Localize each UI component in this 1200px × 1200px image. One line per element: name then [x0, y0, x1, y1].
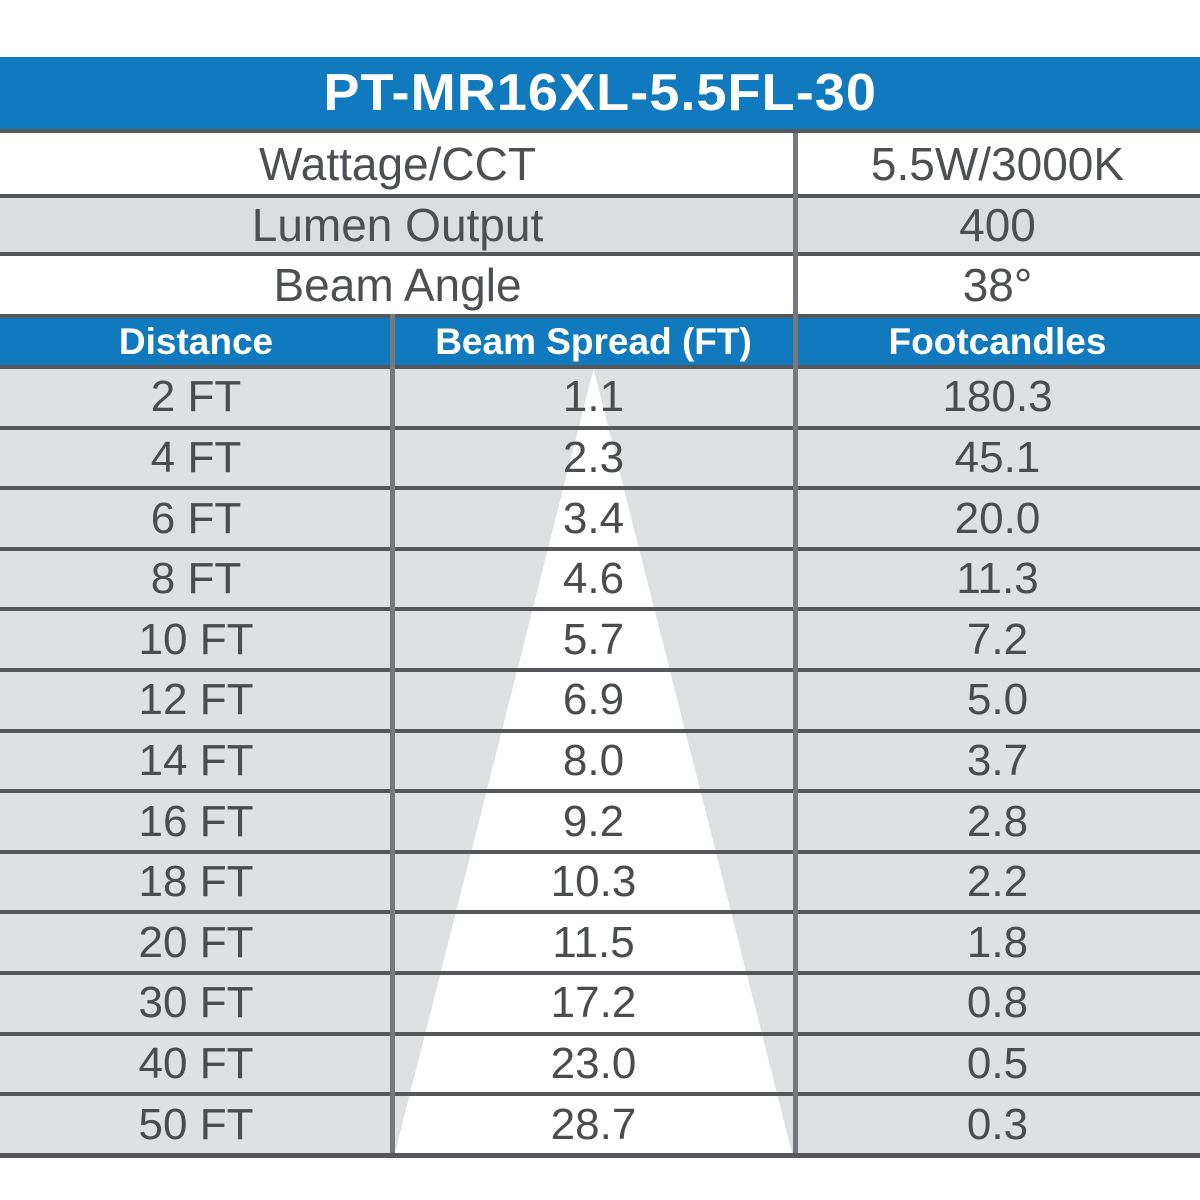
distance-cell: 18 FT: [138, 857, 254, 907]
beam-spread-cell: 1.1: [562, 372, 625, 422]
footcandles-cell: 0.8: [966, 978, 1029, 1028]
table-row: 4 FT 2.3 45.1: [0, 425, 1200, 487]
distance-cell: 30 FT: [138, 978, 254, 1028]
beam-spread-cell: 9.2: [562, 796, 625, 846]
spec-value: 5.5W/3000K: [870, 137, 1125, 190]
table-row: 8 FT 4.6 11.3: [0, 546, 1200, 608]
distance-cell: 10 FT: [138, 614, 254, 664]
spec-row-beam-angle: Beam Angle 38°: [0, 252, 1200, 314]
spec-label: Wattage/CCT: [259, 137, 536, 190]
beam-spread-cell: 3.4: [562, 493, 625, 543]
table-row: 50 FT 28.7 0.3: [0, 1092, 1200, 1153]
spec-row-lumen-output: Lumen Output 400: [0, 194, 1200, 252]
footcandles-cell: 11.3: [956, 554, 1039, 604]
column-header-distance: Distance: [118, 320, 274, 362]
table-row: 16 FT 9.2 2.8: [0, 789, 1200, 850]
beam-spread-cell: 6.9: [562, 675, 625, 725]
footcandles-cell: 1.8: [966, 917, 1029, 967]
table-row: 6 FT 3.4 20.0: [0, 486, 1200, 547]
beam-spread-cell: 2.3: [562, 432, 625, 482]
distance-cell: 14 FT: [138, 735, 254, 785]
beam-spread-cell: 10.3: [550, 857, 637, 907]
distance-cell: 4 FT: [150, 432, 242, 482]
distance-cell: 8 FT: [150, 554, 242, 604]
column-header-footcandles: Footcandles: [888, 320, 1107, 362]
table-row: 20 FT 11.5 1.8: [0, 910, 1200, 971]
distance-cell: 12 FT: [138, 675, 254, 725]
table-row: 10 FT 5.7 7.2: [0, 607, 1200, 668]
distance-cell: 2 FT: [150, 372, 242, 422]
spec-label: Beam Angle: [273, 259, 522, 311]
table-row: 14 FT 8.0 3.7: [0, 728, 1200, 790]
table-row: 2 FT 1.1 180.3: [0, 369, 1200, 426]
spec-value: 38°: [962, 259, 1033, 311]
table-row: 18 FT 10.3 2.2: [0, 849, 1200, 911]
distance-cell: 6 FT: [150, 493, 242, 543]
distance-cell: 20 FT: [138, 917, 254, 967]
footcandles-cell: 180.3: [942, 372, 1053, 422]
beam-spread-cell: 28.7: [550, 1099, 637, 1149]
distance-cell: 40 FT: [138, 1039, 254, 1088]
column-divider: [793, 314, 798, 1153]
spec-info-table: Wattage/CCT 5.5W/3000K Lumen Output 400 …: [0, 133, 1200, 314]
data-rows-body: 2 FT 1.1 180.3 4 FT 2.3 45.1 6 FT 3.4 20…: [0, 369, 1200, 1153]
spec-row-wattage: Wattage/CCT 5.5W/3000K: [0, 133, 1200, 194]
beam-spread-cell: 4.6: [562, 554, 625, 604]
footcandles-cell: 2.8: [966, 796, 1029, 846]
data-table-header: Distance Beam Spread (FT) Footcandles: [0, 314, 1200, 369]
spec-value: 400: [959, 199, 1036, 251]
photometric-spec-table: PT-MR16XL-5.5FL-30 Wattage/CCT 5.5W/3000…: [0, 57, 1200, 1158]
footcandles-cell: 5.0: [966, 675, 1029, 725]
spec-label: Lumen Output: [251, 199, 544, 251]
footcandles-cell: 2.2: [966, 857, 1029, 907]
title-bar: PT-MR16XL-5.5FL-30: [0, 57, 1200, 133]
table-row: 12 FT 6.9 5.0: [0, 668, 1200, 729]
column-header-beam-spread: Beam Spread (FT): [435, 320, 752, 362]
column-divider: [390, 314, 395, 1153]
table-row: 40 FT 23.0 0.5: [0, 1031, 1200, 1093]
distance-cell: 16 FT: [138, 796, 254, 846]
footcandles-cell: 0.3: [966, 1099, 1029, 1149]
table-row: 30 FT 17.2 0.8: [0, 971, 1200, 1032]
distance-cell: 50 FT: [138, 1099, 254, 1149]
beam-spread-cell: 17.2: [550, 978, 637, 1028]
footcandles-cell: 7.2: [966, 614, 1029, 664]
product-model-title: PT-MR16XL-5.5FL-30: [323, 64, 877, 122]
beam-spread-cell: 8.0: [562, 735, 625, 785]
footcandles-cell: 20.0: [954, 493, 1041, 543]
photometric-data-table: Distance Beam Spread (FT) Footcandles 2 …: [0, 314, 1200, 1158]
footcandles-cell: 0.5: [966, 1039, 1029, 1088]
column-divider: [793, 133, 798, 314]
beam-spread-cell: 11.5: [552, 917, 635, 967]
footcandles-cell: 3.7: [966, 735, 1029, 785]
footcandles-cell: 45.1: [954, 432, 1041, 482]
beam-spread-cell: 23.0: [550, 1039, 637, 1088]
beam-spread-cell: 5.7: [562, 614, 625, 664]
